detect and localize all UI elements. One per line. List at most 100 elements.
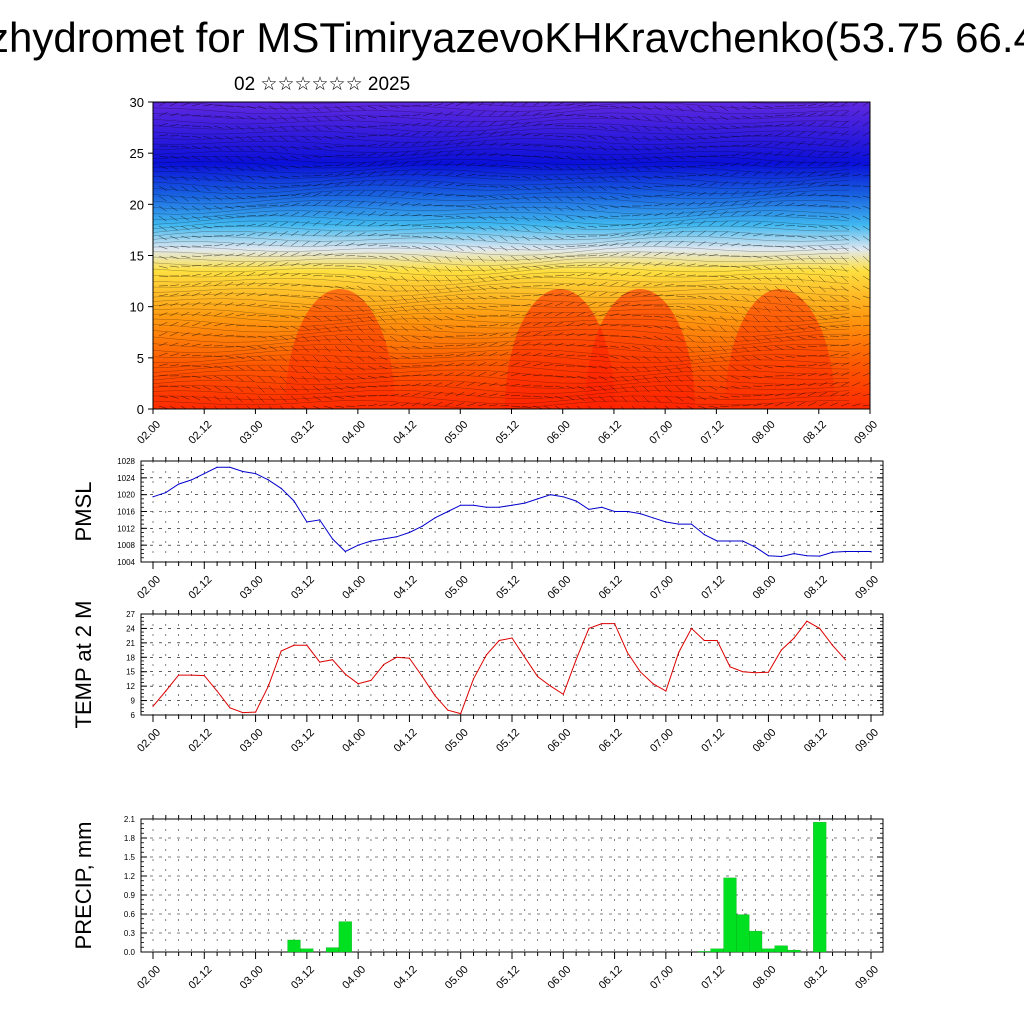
wind-barb [422, 104, 432, 107]
wind-barb [741, 144, 751, 147]
wind-barb [642, 345, 652, 351]
wind-barb [807, 373, 817, 377]
data-point [267, 479, 269, 481]
wind-barb [323, 210, 332, 217]
wind-barb [543, 135, 554, 137]
wind-barb [631, 252, 641, 257]
wind-barb [433, 150, 442, 157]
wind-barb [345, 325, 353, 333]
wind-barb [576, 273, 586, 277]
wind-barb [521, 362, 531, 367]
wind-barb [807, 204, 817, 207]
wind-barb [202, 333, 212, 337]
wind-barb [191, 103, 201, 107]
wind-barb [653, 231, 662, 237]
wind-barb [246, 345, 256, 349]
wind-barb [158, 322, 168, 327]
wind-barb [356, 325, 364, 333]
wind-barb [730, 181, 739, 187]
wind-barb [290, 145, 300, 151]
wind-barb [433, 355, 444, 357]
wind-barb [796, 305, 804, 312]
wind-barb [719, 172, 729, 177]
wind-barb [180, 135, 191, 137]
wind-barb [664, 305, 675, 308]
wind-barb [587, 135, 597, 140]
wind-barb [191, 311, 201, 317]
wind-barb [686, 345, 694, 353]
wind-barb [444, 245, 453, 251]
wind-barb [796, 392, 806, 397]
wind-barb [554, 195, 563, 202]
wind-barb [510, 372, 520, 377]
wind-barb [576, 264, 586, 267]
wind-barb [257, 241, 266, 247]
wind-barb [312, 345, 320, 353]
wind-barb [180, 125, 191, 127]
wind-barb [785, 181, 794, 187]
wind-barb [807, 345, 818, 348]
wind-barb [257, 405, 262, 409]
wind-barb [466, 382, 476, 387]
wind-barb [257, 272, 267, 277]
streamline [153, 308, 850, 317]
wind-barb [323, 253, 333, 257]
wind-barb [719, 395, 729, 399]
wind-barb [356, 375, 366, 380]
wind-barb [576, 301, 586, 307]
wind-barb [730, 105, 740, 111]
wind-barb [653, 135, 662, 142]
data-point [562, 693, 564, 695]
wind-barb [697, 405, 707, 409]
wind-barb [488, 295, 498, 299]
wind-barb [301, 155, 311, 159]
wind-barb [323, 191, 333, 197]
y-tick-label: 1024 [117, 474, 135, 483]
wind-barb [763, 394, 773, 397]
wind-barb [664, 385, 672, 393]
wind-barb [763, 133, 773, 137]
wind-barb [400, 275, 409, 282]
wind-barb [862, 185, 870, 188]
wind-barb [829, 402, 839, 407]
wind-barb [840, 335, 851, 337]
wind-barb [202, 344, 212, 347]
streamline [153, 194, 850, 205]
wind-barb [675, 184, 685, 187]
wind-barb [180, 332, 190, 337]
wind-barb [499, 131, 509, 137]
wind-barb [686, 174, 697, 177]
wind-barb [191, 185, 200, 192]
wind-barb [521, 405, 531, 408]
wind-barb [158, 225, 167, 231]
wind-barb [202, 322, 212, 327]
wind-barb [598, 243, 608, 247]
wind-barb [334, 200, 343, 207]
wind-barb [774, 305, 782, 313]
wind-barb [543, 165, 553, 170]
wind-barb [653, 375, 661, 383]
streamline [153, 333, 850, 343]
wind-barb [851, 110, 860, 117]
wind-barb [807, 130, 816, 137]
wind-barb [356, 162, 366, 167]
wind-barb [279, 105, 288, 111]
wind-barb [202, 264, 212, 267]
wind-barb [631, 303, 641, 307]
wind-barb [191, 165, 200, 171]
wind-barb [521, 111, 531, 117]
wind-barb [576, 125, 586, 128]
wind-barb [532, 303, 542, 307]
wind-barb [191, 195, 200, 202]
wind-barb [411, 181, 420, 187]
wind-barb [389, 133, 399, 137]
wind-barb [730, 315, 738, 323]
wind-barb [620, 405, 625, 409]
x-tick-label: 02.00 [135, 419, 163, 447]
wind-barb [290, 305, 300, 308]
data-point [255, 473, 257, 475]
wind-barb [543, 195, 552, 202]
wind-barb [587, 145, 597, 151]
wind-barb [653, 115, 662, 122]
wind-barb [851, 315, 861, 318]
